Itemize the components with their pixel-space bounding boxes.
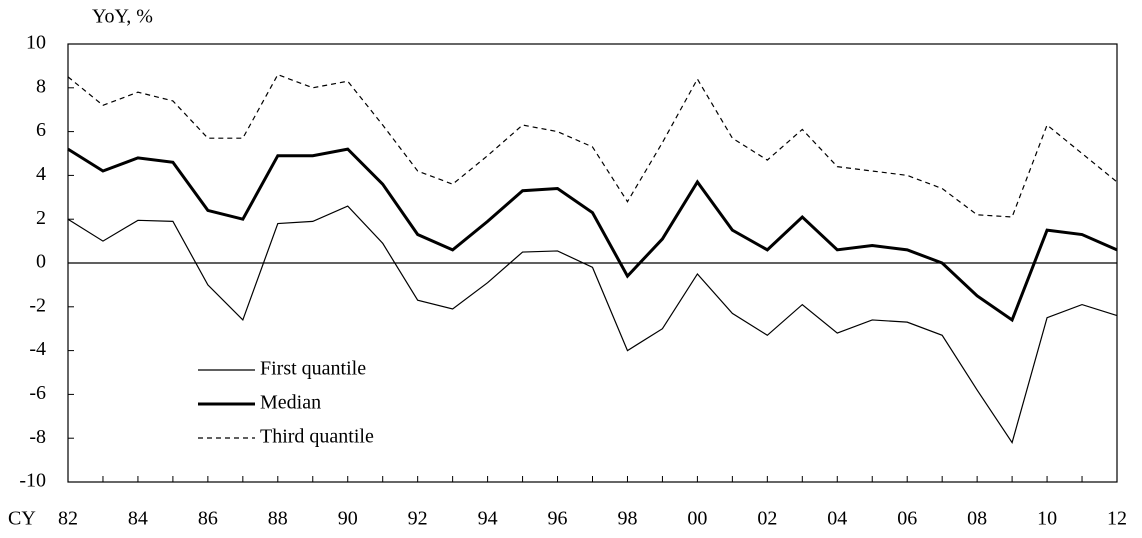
y-axis-label: YoY, % — [92, 6, 153, 28]
y-tick-label: -8 — [29, 426, 46, 448]
legend-label: Third quantile — [260, 426, 374, 448]
y-tick-label: 6 — [36, 119, 46, 141]
x-tick-label: 08 — [967, 508, 987, 530]
x-tick-label: 04 — [827, 508, 847, 530]
x-tick-label: 96 — [548, 508, 568, 530]
x-tick-label: 88 — [268, 508, 288, 530]
x-tick-label: 94 — [478, 508, 498, 530]
y-tick-label: 0 — [36, 251, 46, 273]
x-tick-label: 00 — [687, 508, 707, 530]
x-tick-label: 12 — [1107, 508, 1127, 530]
x-tick-label: 10 — [1037, 508, 1057, 530]
y-tick-label: 4 — [36, 163, 46, 185]
y-tick-label: -4 — [29, 338, 46, 360]
x-tick-label: 02 — [757, 508, 777, 530]
y-tick-label: -2 — [29, 294, 46, 316]
legend-label: First quantile — [260, 358, 366, 380]
x-tick-label: 82 — [58, 508, 78, 530]
y-tick-label: -10 — [19, 470, 46, 492]
y-tick-label: -6 — [29, 382, 46, 404]
series-line — [67, 73, 1118, 218]
legend-label: Median — [260, 392, 321, 414]
y-tick-label: 2 — [36, 207, 46, 229]
series-line — [67, 147, 1118, 323]
y-tick-label: 10 — [26, 32, 46, 54]
x-tick-label: 06 — [897, 508, 917, 530]
y-tick-label: 8 — [36, 75, 46, 97]
series-line — [67, 205, 1118, 445]
x-tick-label: 84 — [128, 508, 148, 530]
x-tick-label: 90 — [338, 508, 358, 530]
x-tick-label: 86 — [198, 508, 218, 530]
x-axis-label: CY — [8, 508, 36, 530]
x-tick-label: 98 — [617, 508, 637, 530]
x-tick-label: 92 — [408, 508, 428, 530]
